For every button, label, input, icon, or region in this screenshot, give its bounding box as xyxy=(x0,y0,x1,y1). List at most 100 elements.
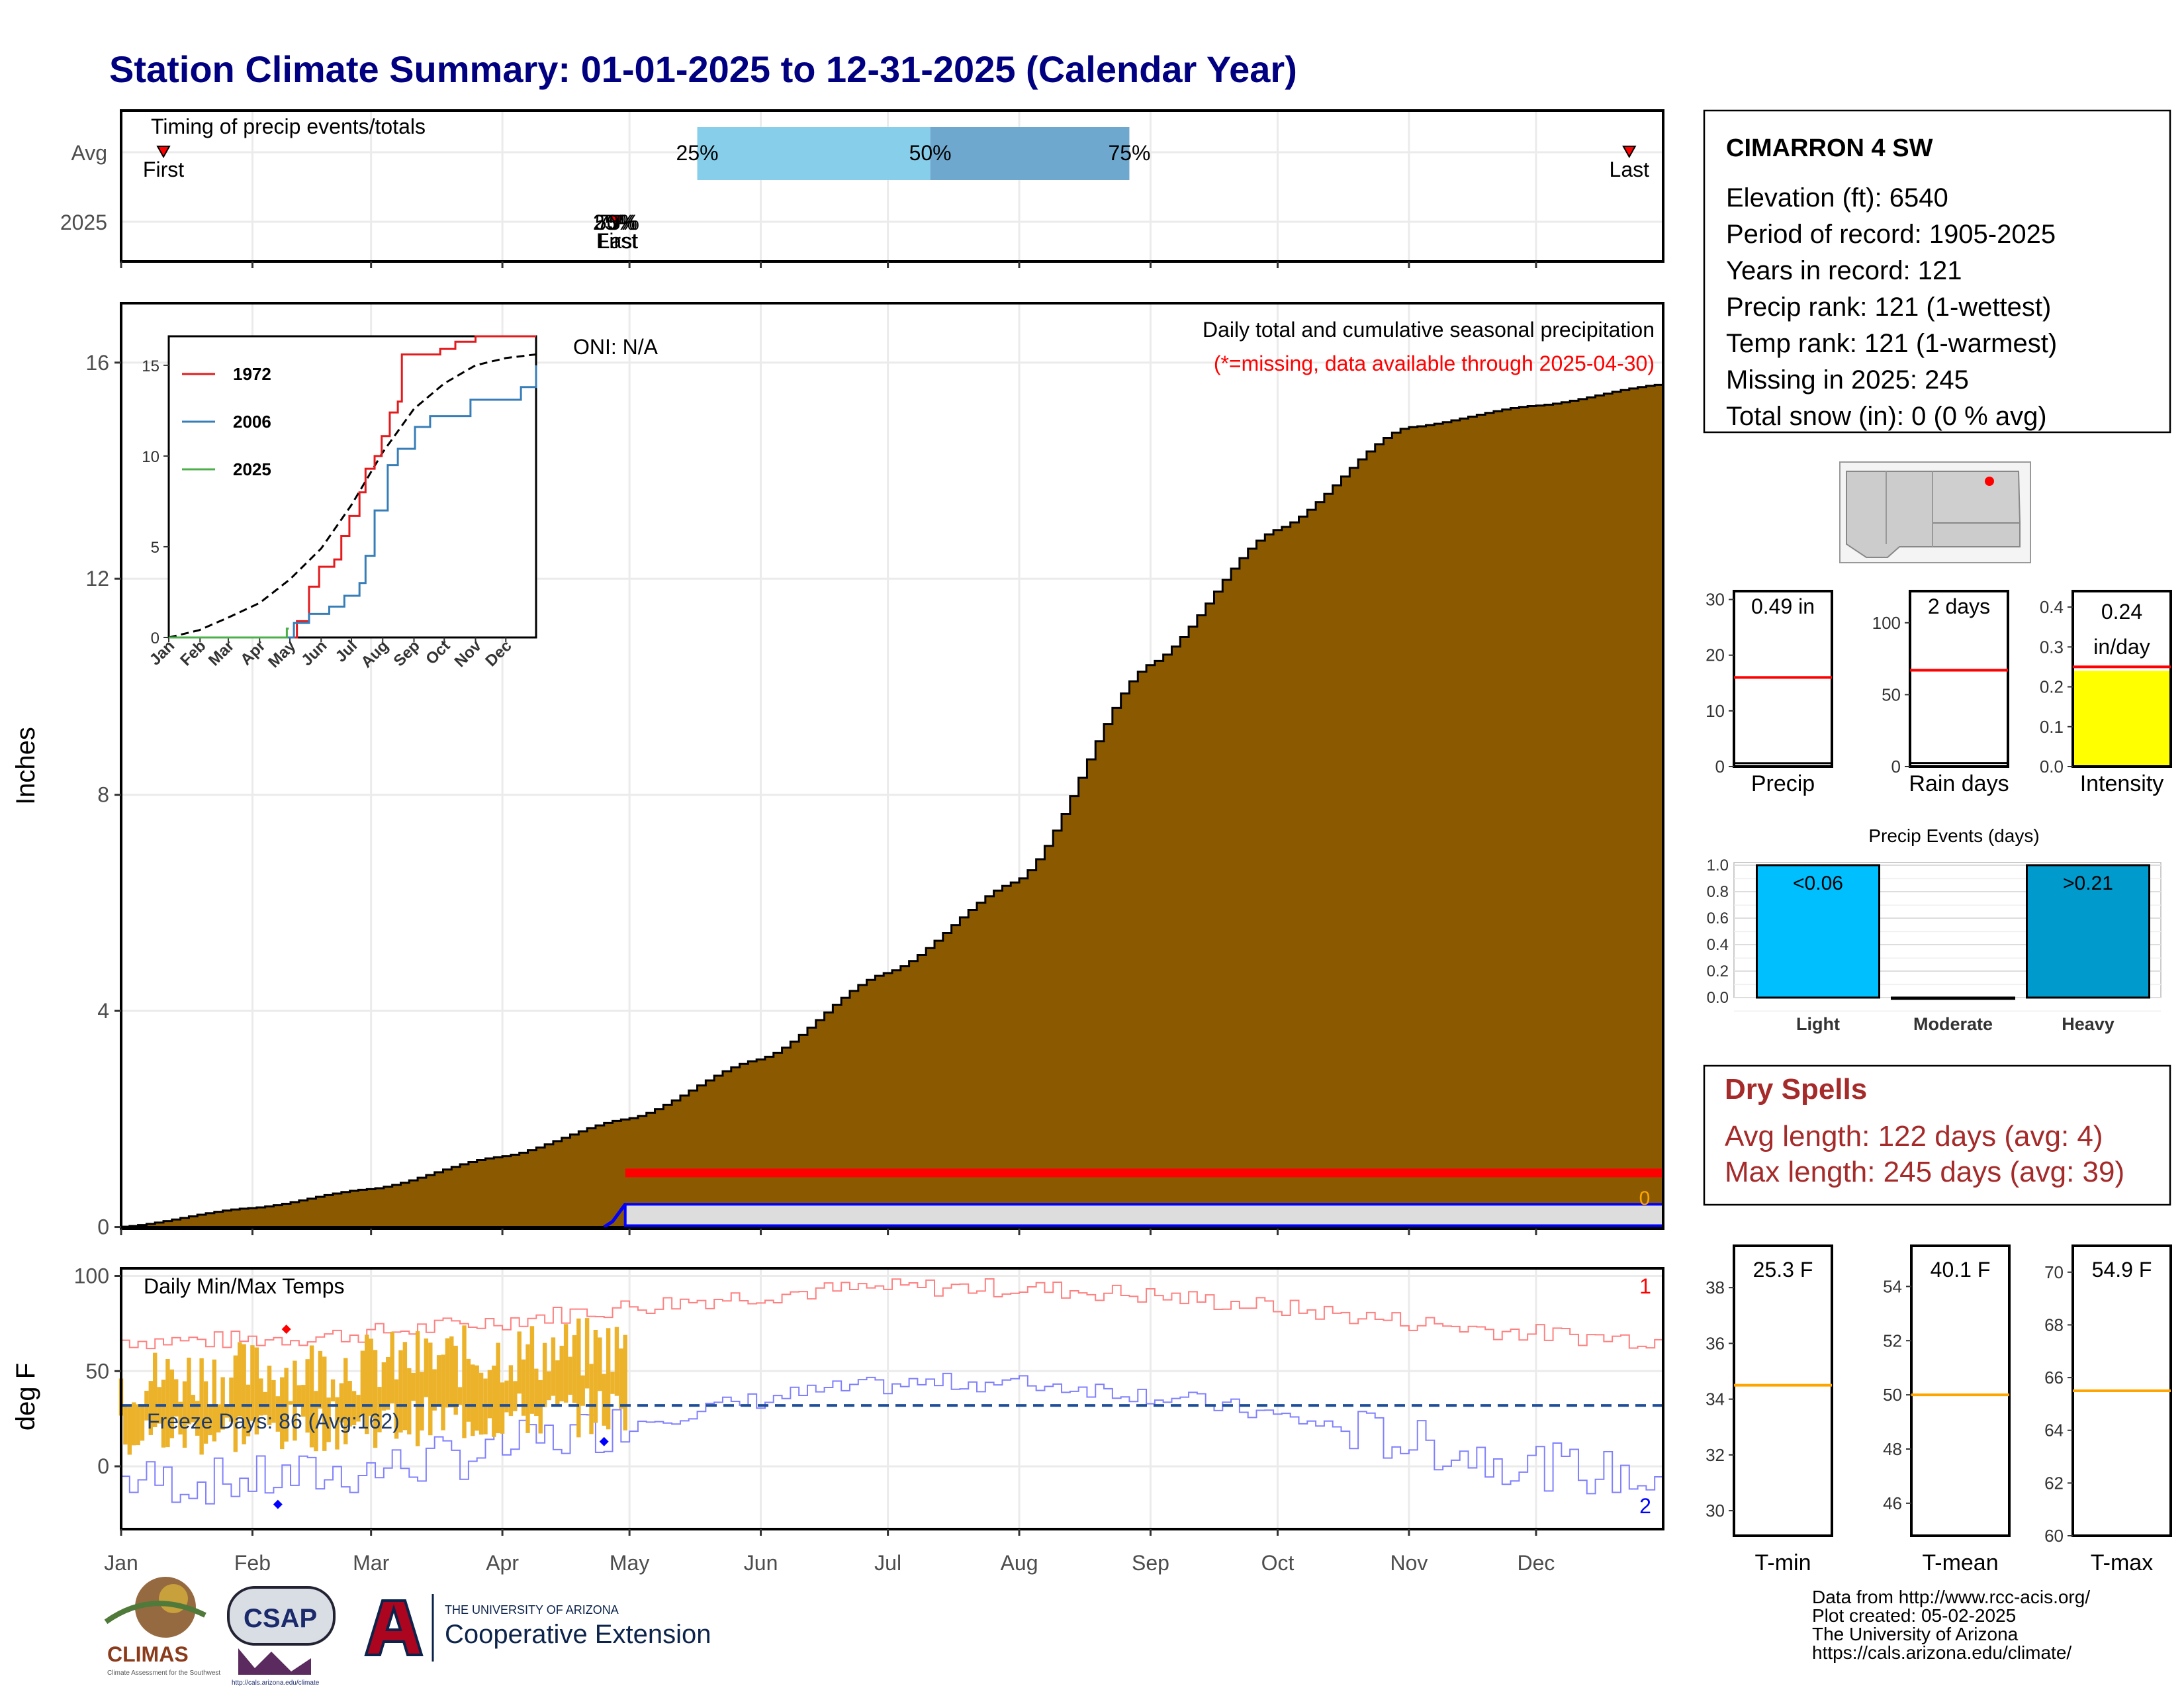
dry-spells-max: Max length: 245 days (avg: 39) xyxy=(1725,1156,2124,1188)
daily-temp-range-bar xyxy=(407,1368,412,1434)
dry-spells-title: Dry Spells xyxy=(1725,1073,1867,1105)
daily-temp-range-bar xyxy=(365,1335,369,1434)
avg-q25-label: 25% xyxy=(676,141,719,165)
temp-stat-tick-label: 36 xyxy=(1706,1333,1725,1353)
temp-panel-title: Daily Min/Max Temps xyxy=(144,1274,344,1298)
precip-stat-tick-label: 0 xyxy=(1715,757,1725,776)
temp-stat-tick-label: 52 xyxy=(1883,1331,1902,1350)
avg-timing-bar-q25-q50 xyxy=(697,127,931,180)
month-axis-label: Oct xyxy=(1261,1551,1295,1575)
daily-temp-range-bar xyxy=(381,1362,387,1411)
daily-temp-range-bar xyxy=(390,1331,394,1404)
daily-temp-range-bar xyxy=(542,1342,547,1407)
precip-stat-title: 2 days xyxy=(1928,594,1990,618)
temp-stat-box xyxy=(1910,1244,2011,1537)
daily-temp-range-bar xyxy=(136,1404,140,1446)
inset-y-tick-label: 15 xyxy=(142,357,159,375)
temp-stat-tick-label: 68 xyxy=(2044,1315,2064,1335)
min-record-count: 2 xyxy=(1639,1494,1651,1518)
daily-temp-range-bar xyxy=(508,1365,514,1417)
daily-temp-range-bar xyxy=(623,1335,627,1430)
precip-stat-tick-label: 20 xyxy=(1706,645,1725,665)
daily-temp-range-bar xyxy=(551,1337,556,1396)
daily-temp-range-bar xyxy=(280,1377,285,1450)
daily-temp-range-bar xyxy=(153,1352,158,1427)
daily-temp-range-bar xyxy=(572,1335,577,1403)
max-record-count: 1 xyxy=(1639,1274,1651,1298)
daily-temp-range-bar xyxy=(487,1370,492,1419)
precip-y-tick-label: 12 xyxy=(85,567,109,590)
daily-temp-range-bar xyxy=(250,1345,255,1421)
daily-temp-range-bar xyxy=(428,1342,433,1436)
daily-temp-range-bar xyxy=(203,1381,208,1444)
inset-y-tick-label: 5 xyxy=(151,539,159,557)
avg-timing-bar-q50-q75 xyxy=(930,127,1130,180)
daily-temp-range-bar xyxy=(538,1380,543,1434)
month-axis-label: Dec xyxy=(1518,1551,1555,1575)
daily-temp-range-bar xyxy=(216,1404,221,1432)
daily-temp-range-bar xyxy=(529,1326,535,1414)
daily-temp-range-bar xyxy=(169,1369,175,1438)
csap-wordmark: CSAP xyxy=(244,1604,317,1633)
missing-data-band xyxy=(623,1203,1665,1227)
month-axis-label: Aug xyxy=(1001,1551,1038,1575)
temp-stat-tick-label: 48 xyxy=(1883,1439,1902,1459)
daily-temp-range-bar xyxy=(602,1374,606,1426)
precip-stat-label: Intensity xyxy=(2080,771,2164,796)
record-max-marker xyxy=(281,1325,291,1335)
daily-temp-range-bar xyxy=(305,1359,310,1433)
obs-quantile-label: 50% xyxy=(595,211,637,234)
events-y-tick-label: 0.6 xyxy=(1707,910,1729,927)
precip-y-tick-label: 0 xyxy=(97,1215,109,1239)
daily-temp-range-bar xyxy=(208,1407,212,1436)
daily-temp-range-bar xyxy=(314,1391,318,1452)
timing-row-label-avg: Avg xyxy=(71,141,107,165)
daily-temp-range-bar xyxy=(373,1350,378,1448)
events-y-tick-label: 1.0 xyxy=(1707,857,1729,874)
ua-name: THE UNIVERSITY OF ARIZONA xyxy=(445,1603,619,1617)
month-axis-label: Jan xyxy=(104,1551,138,1575)
temp-stat-tick-label: 54 xyxy=(1883,1276,1902,1296)
timing-panel-label: Timing of precip events/totals xyxy=(151,115,426,138)
avg-max-temp-line xyxy=(120,1278,1663,1350)
daily-temp-range-bar xyxy=(377,1387,382,1432)
temp-stat-tick-label: 62 xyxy=(2044,1473,2064,1493)
precip-stat-box xyxy=(1909,590,2009,768)
daily-temp-range-bar xyxy=(296,1385,302,1406)
station-location-marker xyxy=(1985,477,1994,486)
daily-temp-range-bar xyxy=(123,1406,128,1445)
daily-temp-range-bar xyxy=(614,1327,619,1396)
precip-stat-title: 0.49 in xyxy=(1751,594,1815,618)
events-y-tick-label: 0.2 xyxy=(1707,962,1729,980)
daily-temp-range-bar xyxy=(606,1328,611,1430)
station-missing: Missing in 2025: 245 xyxy=(1726,365,1969,395)
daily-temp-range-bar xyxy=(187,1357,191,1425)
temp-stat-label: T-mean xyxy=(1922,1550,1998,1575)
temp-stat-tick-label: 50 xyxy=(1883,1385,1902,1405)
temp-stat-title: 54.9 F xyxy=(2092,1258,2152,1282)
missing-data-marker-band xyxy=(625,1168,1664,1178)
precip-stat-tick-label: 10 xyxy=(1706,701,1725,721)
csap-url: http://cals.arizona.edu/climate xyxy=(232,1679,320,1687)
temp-stat-tick-label: 70 xyxy=(2044,1262,2064,1282)
figure-title: Station Climate Summary: 01-01-2025 to 1… xyxy=(109,48,1297,90)
climas-wordmark: CLIMAS xyxy=(107,1642,189,1666)
daily-temp-range-bar xyxy=(271,1380,276,1423)
events-category-label: Light xyxy=(1796,1014,1840,1034)
daily-temp-range-bar xyxy=(191,1395,196,1423)
daily-temp-range-bar xyxy=(275,1396,281,1432)
climas-logo: CLIMAS Climate Assessment for the Southw… xyxy=(104,1577,220,1677)
inset-series-1972-line xyxy=(169,335,536,639)
daily-temp-range-bar xyxy=(525,1344,530,1433)
daily-temp-range-bar xyxy=(610,1372,615,1394)
precip-y-tick-label: 16 xyxy=(85,351,109,375)
precip-stat-tick-label: 0.0 xyxy=(2040,757,2064,776)
precip-stat-tick-label: 30 xyxy=(1706,590,1725,610)
daily-temp-range-bar xyxy=(386,1356,390,1410)
daily-temp-range-bar xyxy=(496,1342,500,1434)
inset-legend-label: 2006 xyxy=(233,412,271,432)
daily-temp-range-bar xyxy=(347,1381,352,1427)
inset-legend-label: 2025 xyxy=(233,459,271,479)
daily-temp-range-bar xyxy=(199,1358,204,1455)
